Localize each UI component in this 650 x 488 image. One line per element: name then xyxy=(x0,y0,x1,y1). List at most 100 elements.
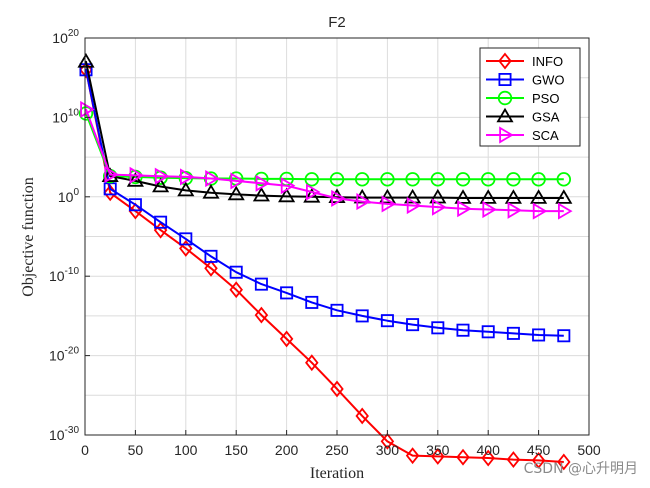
point-marker-circle xyxy=(556,172,572,187)
point-marker-square xyxy=(456,323,470,337)
point-marker-triangle xyxy=(152,177,170,193)
point-marker-triangle-right xyxy=(381,195,397,213)
point-marker-diamond xyxy=(481,449,495,467)
y-tick-exponent: 20 xyxy=(68,28,80,39)
series-line-sca xyxy=(85,108,564,213)
point-marker-diamond xyxy=(380,432,395,450)
y-axis-label: Objective function xyxy=(20,177,37,297)
point-marker-diamond xyxy=(506,451,521,469)
series-line-pso xyxy=(85,112,564,181)
y-tick-base: 10 xyxy=(58,189,74,205)
legend-label: GSA xyxy=(532,110,560,125)
y-tick-exponent: -20 xyxy=(65,346,80,357)
y-tick-exponent: 10 xyxy=(68,107,80,118)
point-marker-square xyxy=(481,325,495,339)
legend-item: INFO xyxy=(486,52,563,70)
point-marker-square xyxy=(506,326,520,340)
point-marker-triangle xyxy=(278,187,296,203)
point-marker-triangle xyxy=(555,189,573,204)
point-marker-diamond xyxy=(498,52,512,70)
point-marker-square xyxy=(330,303,344,317)
point-marker-square xyxy=(498,73,512,87)
legend-item: GSA xyxy=(486,107,560,125)
legend-label: INFO xyxy=(532,54,563,69)
point-marker-diamond xyxy=(330,380,344,398)
point-marker-square xyxy=(406,318,420,332)
point-marker-circle xyxy=(481,172,496,187)
point-marker-circle xyxy=(405,172,420,187)
y-tick-label: 10-10 xyxy=(49,266,79,284)
legend: INFO GWO PSO GSA SCA xyxy=(479,47,581,147)
point-marker-triangle-right xyxy=(331,189,346,207)
point-marker-triangle xyxy=(177,181,195,197)
y-tick-label: 10-20 xyxy=(49,346,79,364)
y-tick-base: 10 xyxy=(49,427,65,443)
point-marker-triangle xyxy=(303,188,321,203)
point-marker-triangle xyxy=(252,186,270,202)
point-marker-circle xyxy=(329,172,345,187)
legend-item: PSO xyxy=(486,90,559,106)
point-marker-square xyxy=(204,249,218,263)
point-marker-triangle xyxy=(202,184,220,199)
point-marker-triangle-right xyxy=(154,167,170,185)
point-marker-diamond xyxy=(128,202,143,220)
point-marker-circle xyxy=(304,172,320,187)
point-marker-triangle-right xyxy=(179,168,195,186)
point-marker-triangle xyxy=(378,188,396,204)
point-marker-triangle xyxy=(479,189,497,204)
point-marker-circle xyxy=(455,172,471,187)
legend-label: PSO xyxy=(532,91,559,106)
y-tick-base: 10 xyxy=(49,348,65,364)
point-marker-triangle-right xyxy=(305,183,321,201)
y-tick-exponent: -10 xyxy=(65,266,80,277)
point-marker-diamond xyxy=(431,447,445,465)
point-marker-triangle-right xyxy=(280,177,296,195)
point-marker-triangle xyxy=(227,185,245,201)
point-marker-diamond xyxy=(305,354,319,372)
point-marker-diamond xyxy=(179,239,193,257)
point-marker-circle xyxy=(531,172,546,187)
point-marker-square xyxy=(355,309,369,323)
series-sca xyxy=(80,100,573,220)
point-marker-triangle-right xyxy=(356,192,371,211)
point-marker-diamond xyxy=(279,330,294,348)
point-marker-circle xyxy=(254,171,269,187)
point-marker-triangle-right xyxy=(80,100,95,119)
point-marker-triangle-right xyxy=(230,172,245,190)
y-tick-label: 100 xyxy=(58,187,80,205)
point-marker-diamond xyxy=(204,259,218,277)
legend-label: SCA xyxy=(532,128,559,143)
series-info xyxy=(79,61,571,471)
point-marker-triangle-right xyxy=(507,201,523,219)
point-marker-triangle-right xyxy=(255,174,271,192)
point-marker-square xyxy=(154,215,168,229)
point-marker-triangle xyxy=(496,107,514,123)
point-marker-triangle-right xyxy=(129,166,145,184)
point-marker-diamond xyxy=(405,447,420,465)
point-marker-square xyxy=(532,328,546,342)
point-marker-triangle-right xyxy=(104,165,119,184)
point-marker-square xyxy=(557,329,571,343)
point-marker-triangle-right xyxy=(431,198,447,216)
point-marker-triangle xyxy=(126,172,144,187)
point-marker-diamond xyxy=(557,453,571,471)
x-tick-label: 350 xyxy=(426,442,450,458)
point-marker-triangle-right xyxy=(406,196,422,215)
legend-label: GWO xyxy=(532,73,565,88)
point-marker-square xyxy=(431,321,445,335)
point-marker-square xyxy=(305,295,319,309)
point-marker-diamond xyxy=(254,306,269,324)
legend-item: GWO xyxy=(486,73,565,88)
chart-title: F2 xyxy=(328,14,346,31)
point-marker-triangle xyxy=(454,189,472,204)
point-marker-square xyxy=(380,314,394,328)
series-gwo xyxy=(79,63,571,343)
point-marker-circle xyxy=(355,172,370,187)
point-marker-circle xyxy=(78,106,94,121)
point-marker-square xyxy=(128,198,142,212)
point-marker-diamond xyxy=(456,448,470,466)
point-marker-square xyxy=(179,232,193,246)
point-marker-triangle-right xyxy=(205,169,220,188)
